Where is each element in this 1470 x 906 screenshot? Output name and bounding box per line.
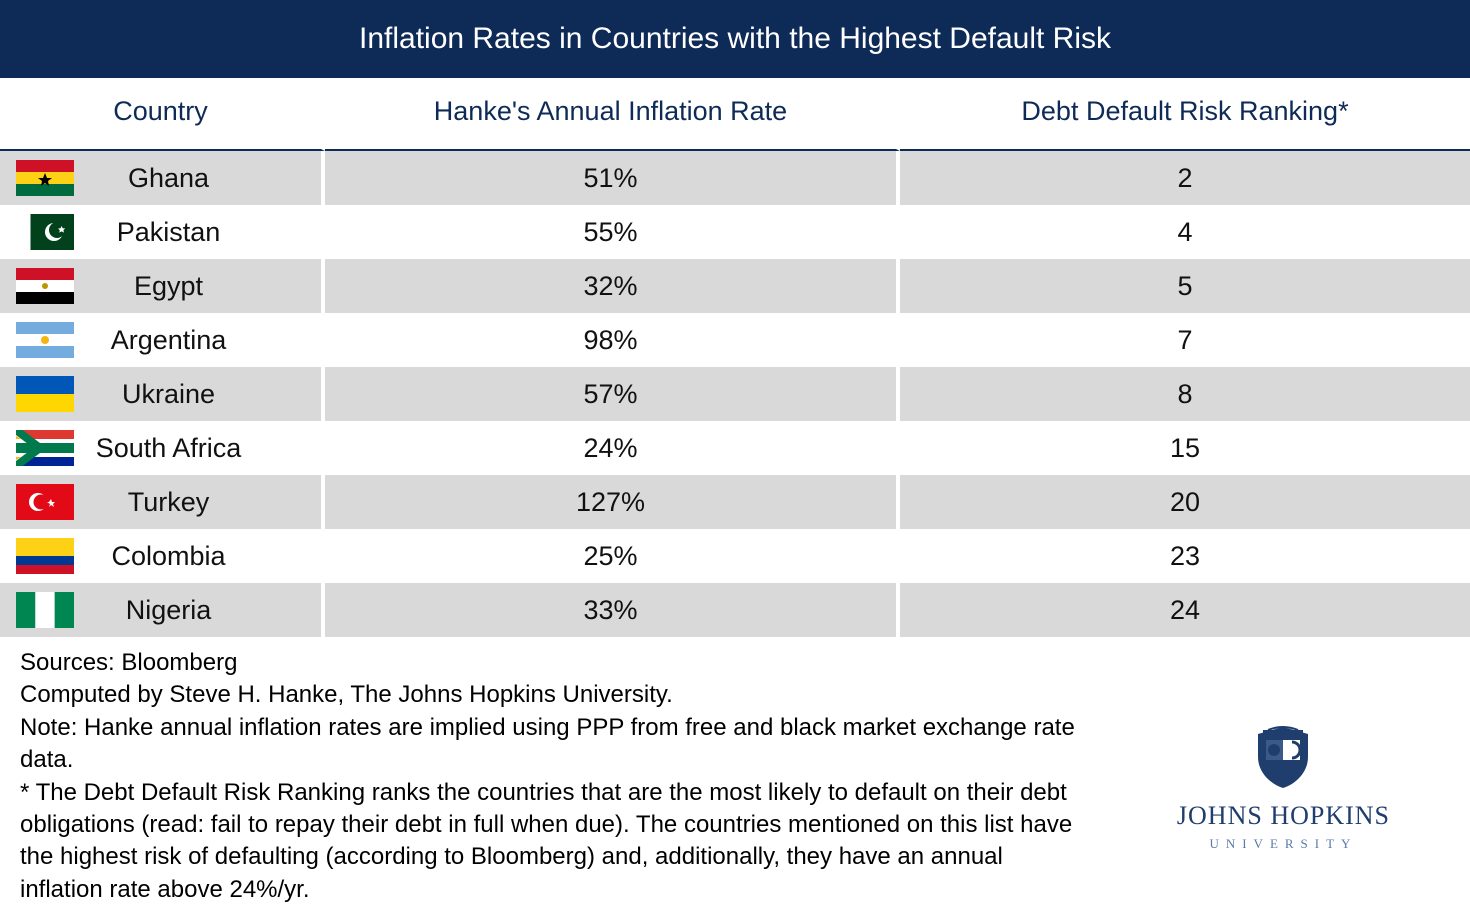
cell-rate: 25%: [325, 529, 900, 583]
cell-rank: 23: [900, 529, 1470, 583]
shield-icon: [1248, 722, 1318, 792]
header-rank: Debt Default Risk Ranking*: [900, 78, 1470, 151]
title-bar: Inflation Rates in Countries with the Hi…: [0, 0, 1470, 78]
cell-country: Egypt: [0, 259, 325, 313]
cell-rate: 55%: [325, 205, 900, 259]
flag-icon: [16, 268, 74, 304]
infographic-container: Inflation Rates in Countries with the Hi…: [0, 0, 1470, 906]
data-table: Country Hanke's Annual Inflation Rate De…: [0, 78, 1470, 637]
flag-icon: [16, 214, 74, 250]
country-name: Nigeria: [74, 595, 321, 626]
country-name: Argentina: [74, 325, 321, 356]
country-name: South Africa: [74, 433, 321, 464]
cell-country: Turkey: [0, 475, 325, 529]
country-name: Egypt: [74, 271, 321, 302]
cell-rank: 24: [900, 583, 1470, 637]
flag-icon: [16, 592, 74, 628]
cell-country: Argentina: [0, 313, 325, 367]
cell-country: Pakistan: [0, 205, 325, 259]
table-header-row: Country Hanke's Annual Inflation Rate De…: [0, 78, 1470, 151]
flag-icon: [16, 322, 74, 358]
cell-country: Ghana: [0, 151, 325, 205]
logo: JOHNS HOPKINS UNIVERSITY: [1177, 722, 1390, 853]
country-name: Ghana: [74, 163, 321, 194]
footer-computed: Computed by Steve H. Hanke, The Johns Ho…: [20, 679, 1080, 711]
header-rate: Hanke's Annual Inflation Rate: [325, 78, 900, 151]
cell-rate: 127%: [325, 475, 900, 529]
flag-icon: [16, 484, 74, 520]
table-row: Argentina98%7: [0, 313, 1470, 367]
cell-rate: 57%: [325, 367, 900, 421]
cell-rate: 32%: [325, 259, 900, 313]
title-text: Inflation Rates in Countries with the Hi…: [359, 22, 1111, 55]
flag-icon: [16, 430, 74, 466]
footer-sources: Sources: Bloomberg: [20, 647, 1080, 679]
table-row: Turkey127%20: [0, 475, 1470, 529]
cell-country: Ukraine: [0, 367, 325, 421]
country-name: Colombia: [74, 541, 321, 572]
logo-sub: UNIVERSITY: [1177, 835, 1390, 853]
footer-notes: Sources: Bloomberg Computed by Steve H. …: [0, 637, 1470, 906]
flag-icon: [16, 376, 74, 412]
table-row: Ghana51%2: [0, 151, 1470, 205]
header-country: Country: [0, 78, 325, 151]
footer-asterisk: * The Debt Default Risk Ranking ranks th…: [20, 777, 1080, 906]
country-name: Pakistan: [74, 217, 321, 248]
footer-note: Note: Hanke annual inflation rates are i…: [20, 712, 1080, 777]
table-row: Nigeria33%24: [0, 583, 1470, 637]
flag-icon: [16, 160, 74, 196]
cell-rate: 51%: [325, 151, 900, 205]
logo-name: JOHNS HOPKINS: [1177, 798, 1390, 833]
table-row: Pakistan55%4: [0, 205, 1470, 259]
table-row: Egypt32%5: [0, 259, 1470, 313]
cell-country: Nigeria: [0, 583, 325, 637]
cell-country: Colombia: [0, 529, 325, 583]
cell-rate: 33%: [325, 583, 900, 637]
country-name: Turkey: [74, 487, 321, 518]
cell-rate: 98%: [325, 313, 900, 367]
cell-rank: 4: [900, 205, 1470, 259]
cell-rate: 24%: [325, 421, 900, 475]
cell-rank: 2: [900, 151, 1470, 205]
table-row: Ukraine57%8: [0, 367, 1470, 421]
cell-rank: 5: [900, 259, 1470, 313]
flag-icon: [16, 538, 74, 574]
table-row: South Africa24%15: [0, 421, 1470, 475]
cell-rank: 8: [900, 367, 1470, 421]
cell-rank: 7: [900, 313, 1470, 367]
country-name: Ukraine: [74, 379, 321, 410]
table-row: Colombia25%23: [0, 529, 1470, 583]
cell-rank: 20: [900, 475, 1470, 529]
cell-rank: 15: [900, 421, 1470, 475]
cell-country: South Africa: [0, 421, 325, 475]
